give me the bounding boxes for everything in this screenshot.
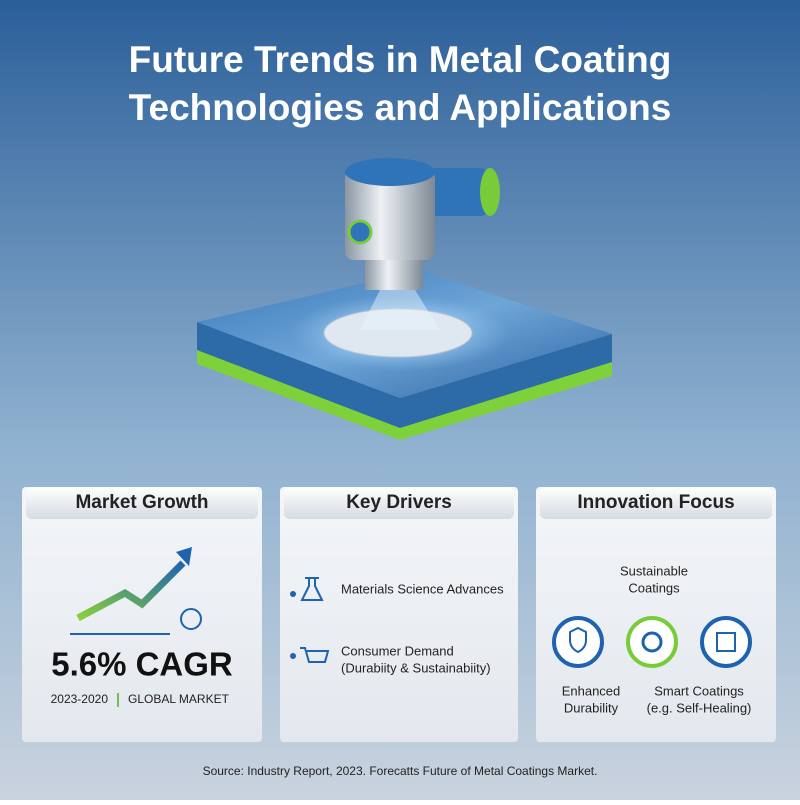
bullet: [290, 653, 296, 659]
arrow-head: [176, 547, 192, 566]
card-innovation: Innovation Focus Sustainable Coatings Enha…: [536, 487, 776, 742]
driver-text: Consumer Demand: [341, 643, 454, 658]
source: Source: Industry Report, 2023. Forecatts…: [203, 764, 598, 778]
card-title: Market Growth: [75, 492, 208, 513]
title: Future Trends in Metal Coating Technologi…: [129, 39, 672, 128]
card-title: Innovation Focus: [577, 492, 734, 513]
spray: [360, 290, 440, 330]
nozzle-badge: [347, 219, 373, 245]
card-title: Key Drivers: [346, 492, 452, 513]
chip-icon: [700, 616, 752, 668]
flask-icon: [300, 577, 324, 601]
card-header: [26, 487, 258, 519]
globe-icon: [180, 608, 202, 630]
focus-text: Sustainable: [620, 563, 688, 578]
card-market: Market Growth 5.6% CAGR 2023-2020 GLOBAL…: [22, 487, 262, 742]
focus-text: Coatings: [628, 580, 680, 595]
scope: GLOBAL MARKET: [128, 692, 230, 706]
nozzle-cap: [345, 158, 435, 186]
driver-text: (Durabiity & Sustainabiity): [341, 660, 491, 675]
bullet: [290, 591, 296, 597]
driver-text: Materials Science Advances: [341, 581, 504, 596]
focus-text: Durability: [564, 700, 619, 715]
period: 2023-2020: [51, 692, 109, 706]
card-bg: [536, 487, 776, 742]
arm-end: [480, 168, 500, 216]
focus-text: Smart Coatings: [654, 683, 744, 698]
cart-icon: [300, 647, 330, 663]
shield-icon: [552, 616, 604, 668]
platform-side: [197, 322, 612, 428]
chip-glyph: [716, 632, 736, 652]
card-header: [284, 487, 514, 519]
growth-arrow: [76, 560, 186, 622]
shield-glyph: [569, 626, 587, 654]
disc: [323, 308, 473, 358]
arm: [420, 168, 490, 216]
gear-icon: [626, 616, 678, 668]
focus-text: Enhanced: [562, 683, 621, 698]
headline: 5.6% CAGR: [51, 646, 233, 683]
focus-text: (e.g. Self-Healing): [647, 700, 752, 715]
gear-glyph: [641, 631, 663, 653]
card-drivers: Key Drivers Materials Science Advances Co…: [280, 487, 518, 742]
card-bg: [280, 487, 518, 742]
card-bg: [22, 487, 262, 742]
illustration: [197, 158, 612, 440]
card-header: [540, 487, 772, 519]
